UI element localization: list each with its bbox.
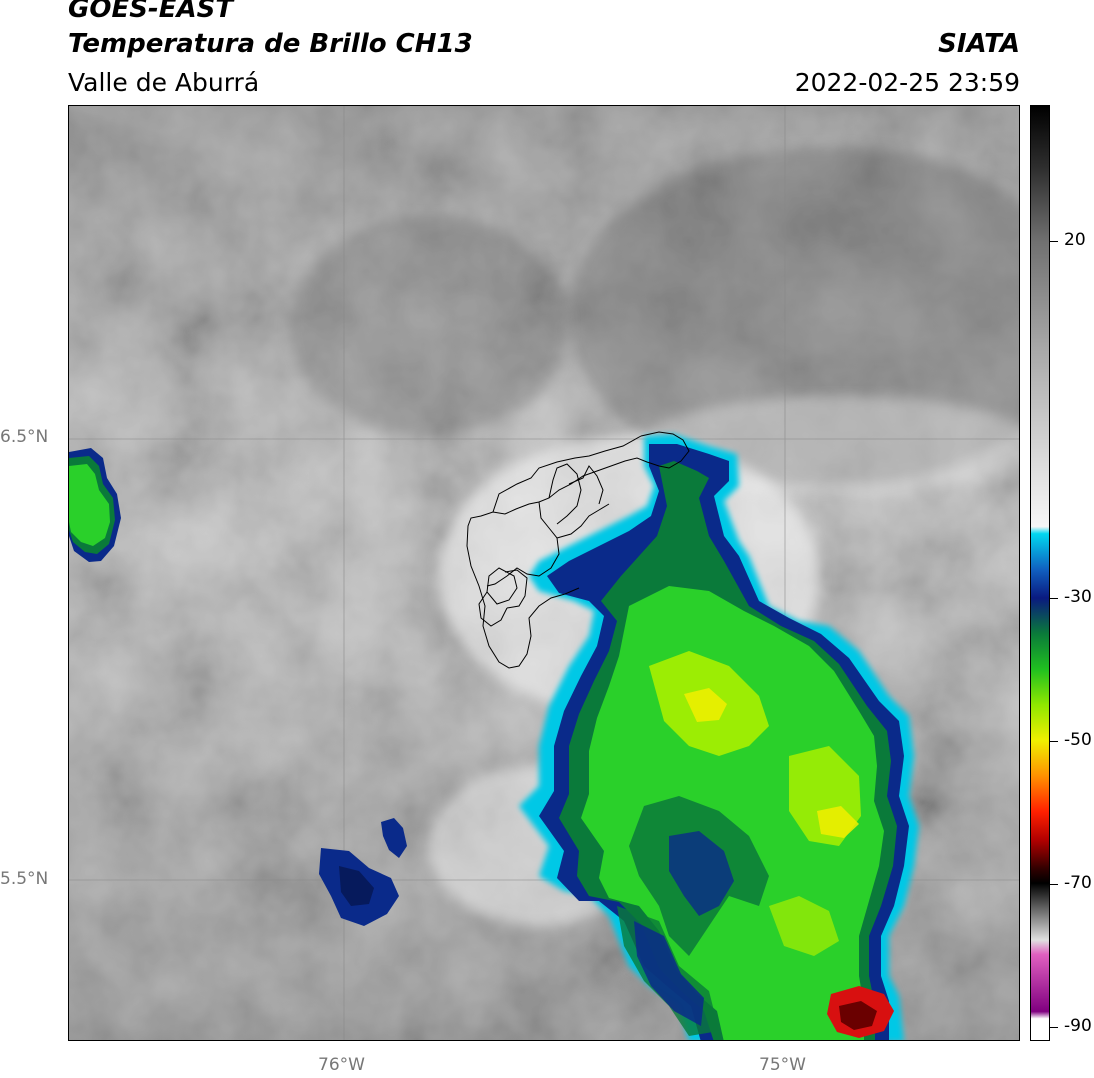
colorbar-tick [1050,240,1058,242]
lat-label-5.5n: 5.5°N [0,869,49,889]
convective-storm-main [519,434,919,1040]
convective-cell-west [69,448,121,562]
organization-label: SIATA [938,29,1020,59]
colorbar-tick [1050,598,1058,599]
colorbar-tick-label: 20 [1064,229,1086,250]
municipal-boundaries [466,431,690,669]
colorbar-tick [1050,1026,1058,1028]
title-line-1: GOES-EAST [68,0,234,24]
satellite-map[interactable] [68,105,1020,1041]
temperature-colorbar [1030,105,1050,1041]
brightness-temperature-field [69,106,1019,1040]
lon-label-76w: 76°W [318,1055,365,1075]
colorbar-tick-label: -70 [1064,872,1092,893]
subtitle-region: Valle de Aburrá [68,68,260,97]
convective-cell-south [319,818,407,926]
timestamp-label: 2022-02-25 23:59 [794,68,1020,97]
colorbar-tick [1050,883,1058,885]
colorbar-tick-label: -50 [1064,729,1092,750]
colorbar-tick [1050,740,1058,742]
colorbar-tick-label: -30 [1064,587,1092,607]
colorbar-tick-label: -90 [1064,1015,1092,1036]
title-line-2: Temperatura de Brillo CH13 [68,29,473,59]
lat-label-6.5n: 6.5°N [0,427,49,447]
lon-label-75w: 75°W [759,1055,806,1075]
